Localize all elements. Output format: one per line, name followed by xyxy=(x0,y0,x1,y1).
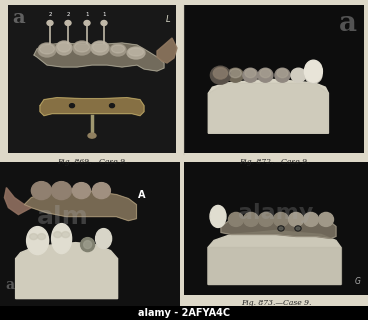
Ellipse shape xyxy=(304,60,322,82)
Ellipse shape xyxy=(38,234,46,240)
Ellipse shape xyxy=(227,68,243,82)
Ellipse shape xyxy=(70,104,74,108)
Ellipse shape xyxy=(74,42,89,52)
Ellipse shape xyxy=(273,212,289,227)
Ellipse shape xyxy=(65,20,71,26)
Text: alamy: alamy xyxy=(238,203,314,222)
Ellipse shape xyxy=(304,212,318,227)
Ellipse shape xyxy=(39,44,54,54)
Ellipse shape xyxy=(244,212,258,227)
Polygon shape xyxy=(40,98,144,116)
Ellipse shape xyxy=(229,69,241,78)
Text: alm: alm xyxy=(37,205,89,229)
Ellipse shape xyxy=(92,42,107,52)
Ellipse shape xyxy=(210,205,226,228)
Polygon shape xyxy=(208,230,341,284)
Polygon shape xyxy=(208,79,328,133)
Text: a: a xyxy=(5,278,14,292)
Ellipse shape xyxy=(243,68,258,82)
Ellipse shape xyxy=(88,133,96,138)
Ellipse shape xyxy=(258,68,273,82)
Ellipse shape xyxy=(72,183,91,199)
Ellipse shape xyxy=(318,212,333,227)
Ellipse shape xyxy=(260,69,271,78)
Text: 1: 1 xyxy=(102,12,106,17)
Ellipse shape xyxy=(26,227,49,255)
Polygon shape xyxy=(208,83,328,133)
Text: A: A xyxy=(138,189,145,200)
Ellipse shape xyxy=(81,237,95,252)
Text: Fig. 872.—Case 9.: Fig. 872.—Case 9. xyxy=(239,158,309,166)
Bar xyxy=(0,162,180,307)
Polygon shape xyxy=(4,188,31,215)
Text: 1: 1 xyxy=(85,12,89,17)
Text: Fig. 869.—Case 9.: Fig. 869.—Case 9. xyxy=(57,158,127,166)
Ellipse shape xyxy=(84,241,92,249)
Ellipse shape xyxy=(47,20,53,26)
Ellipse shape xyxy=(54,232,61,237)
Ellipse shape xyxy=(210,66,230,84)
Ellipse shape xyxy=(110,104,114,108)
Text: a: a xyxy=(12,9,25,27)
Ellipse shape xyxy=(38,43,56,57)
Polygon shape xyxy=(34,43,164,71)
Bar xyxy=(184,162,368,295)
Polygon shape xyxy=(208,247,341,284)
Ellipse shape xyxy=(57,42,71,52)
Ellipse shape xyxy=(278,226,284,231)
Text: Fig. 873.—Case 9.: Fig. 873.—Case 9. xyxy=(241,299,311,307)
Text: G: G xyxy=(355,276,361,285)
Ellipse shape xyxy=(279,227,283,230)
Ellipse shape xyxy=(296,227,300,230)
Bar xyxy=(8,5,176,153)
Polygon shape xyxy=(157,38,177,63)
Ellipse shape xyxy=(211,67,229,83)
Ellipse shape xyxy=(229,212,244,227)
Ellipse shape xyxy=(245,69,256,78)
Text: Case 9.: Case 9. xyxy=(258,310,294,319)
Ellipse shape xyxy=(110,44,126,56)
Ellipse shape xyxy=(52,181,71,200)
Ellipse shape xyxy=(112,45,124,53)
Ellipse shape xyxy=(213,67,227,79)
Ellipse shape xyxy=(275,68,290,82)
Ellipse shape xyxy=(213,68,227,79)
Ellipse shape xyxy=(29,234,38,240)
Ellipse shape xyxy=(96,228,112,249)
Ellipse shape xyxy=(291,68,306,82)
Bar xyxy=(184,5,364,153)
Ellipse shape xyxy=(127,47,145,59)
Ellipse shape xyxy=(101,20,107,26)
Text: 2: 2 xyxy=(66,12,70,17)
Ellipse shape xyxy=(61,232,70,237)
Ellipse shape xyxy=(84,20,90,26)
Ellipse shape xyxy=(56,41,72,55)
Ellipse shape xyxy=(295,226,301,231)
Text: 2: 2 xyxy=(48,12,52,17)
Text: a: a xyxy=(339,10,357,37)
Ellipse shape xyxy=(305,67,322,83)
Ellipse shape xyxy=(128,48,144,56)
Polygon shape xyxy=(221,216,336,238)
Bar xyxy=(0,306,368,320)
Text: L: L xyxy=(166,15,170,24)
Ellipse shape xyxy=(52,224,72,254)
Text: alamy - 2AFYA4C: alamy - 2AFYA4C xyxy=(138,308,230,318)
Ellipse shape xyxy=(91,41,109,55)
Ellipse shape xyxy=(92,183,110,199)
Ellipse shape xyxy=(277,69,288,78)
Polygon shape xyxy=(24,188,137,220)
Ellipse shape xyxy=(31,181,52,200)
Ellipse shape xyxy=(73,41,91,55)
Ellipse shape xyxy=(289,212,304,227)
Polygon shape xyxy=(15,243,118,299)
Ellipse shape xyxy=(258,212,273,227)
